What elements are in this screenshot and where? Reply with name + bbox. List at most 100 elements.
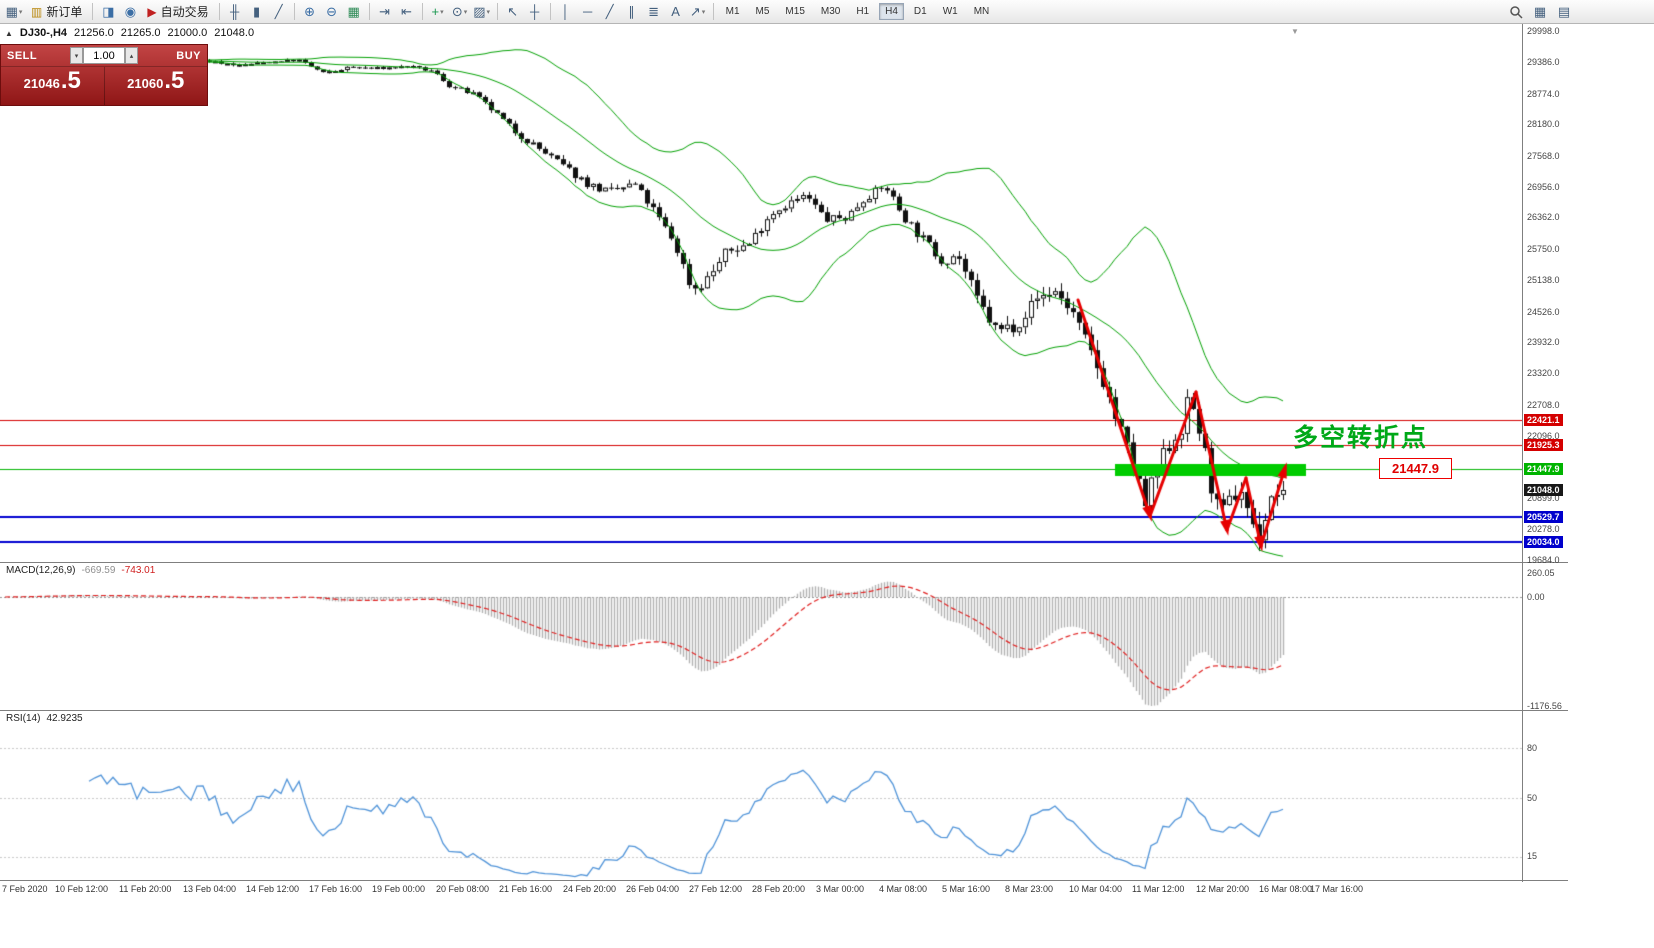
time-label: 20 Feb 08:00 bbox=[436, 884, 490, 894]
macd-indicator-label: MACD(12,26,9) -669.59 -743.01 bbox=[6, 565, 155, 576]
autotrading-button-icon: ▶ bbox=[147, 4, 157, 19]
toolbar-separator bbox=[92, 3, 94, 20]
timeframe-m15[interactable]: M15 bbox=[785, 6, 805, 17]
line-chart-icon[interactable]: ╱ bbox=[274, 3, 283, 19]
volume-decrease-button[interactable]: ▾ bbox=[70, 47, 83, 64]
bar-chart-icon[interactable]: ╫ bbox=[230, 4, 240, 19]
time-label: 4 Mar 08:00 bbox=[879, 884, 928, 894]
time-label: 13 Feb 04:00 bbox=[183, 884, 237, 894]
timeframe-mn[interactable]: MN bbox=[973, 6, 990, 17]
macd-name: MACD(12,26,9) bbox=[6, 565, 76, 576]
new-chart-icon[interactable]: ▦ ▾ bbox=[5, 3, 23, 19]
rsi-name: RSI(14) bbox=[6, 713, 41, 724]
buy-button[interactable]: 21060 .5 bbox=[105, 67, 208, 105]
time-label: 21 Feb 16:00 bbox=[499, 884, 553, 894]
cursor-icon[interactable]: ↖ bbox=[507, 3, 519, 19]
toolbar-separator bbox=[368, 3, 370, 20]
macd-main-value: -669.59 bbox=[81, 565, 116, 576]
text-icon[interactable]: A bbox=[671, 4, 680, 19]
channel-icon[interactable]: ∥ bbox=[628, 3, 635, 19]
chart-shift-marker-icon[interactable]: ▼ bbox=[1291, 27, 1299, 36]
main-macd-separator[interactable] bbox=[0, 562, 1568, 563]
new-order-button[interactable]: ▥ 新订单 bbox=[31, 4, 83, 20]
time-label: 14 Feb 12:00 bbox=[246, 884, 300, 894]
toolbar-right-icons: ▦ ▤ bbox=[1506, 0, 1574, 24]
trendline-icon[interactable]: ╱ bbox=[605, 3, 614, 19]
zoom-out-icon[interactable]: ⊖ bbox=[326, 3, 338, 19]
timeframe-d1[interactable]: D1 bbox=[913, 6, 927, 17]
macd-scale-tick: 0.00 bbox=[1527, 592, 1545, 602]
zoom-in-icon[interactable]: ⊕ bbox=[304, 3, 316, 19]
time-label: 8 Mar 23:00 bbox=[1005, 884, 1054, 894]
price-tick: 28774.0 bbox=[1527, 88, 1560, 99]
price-tick: 22096.0 bbox=[1527, 431, 1560, 442]
price-tick: 23932.0 bbox=[1527, 337, 1560, 348]
toolbar: ▦ ▾ ▥ 新订单 ◨ ◉ ▶ 自动交易 ╫ ▮ ╱ ⊕ ⊖ ▦ ⇥ ⇤ + ▾ ⊙ ▾ ▨ ▾ ↖ ┼ │ ─ ╱ ∥ ≣ A ↗ ▾ M1 M… bbox=[0, 0, 1654, 24]
fibonacci-icon[interactable]: ≣ bbox=[648, 3, 660, 19]
timeframe-m30[interactable]: M30 bbox=[820, 6, 841, 17]
price-tick: 26362.0 bbox=[1527, 212, 1560, 223]
trade-panel-header: SELL ▾ ▴ BUY bbox=[1, 45, 207, 67]
price-tick: 25138.0 bbox=[1527, 275, 1560, 286]
macd-signal-value: -743.01 bbox=[121, 565, 156, 576]
vertical-line-icon[interactable]: │ bbox=[561, 4, 570, 19]
search-icon[interactable] bbox=[1506, 2, 1526, 22]
rsi-scale-tick: 80 bbox=[1527, 743, 1538, 753]
sounds-icon[interactable]: ◉ bbox=[124, 3, 137, 19]
turning-point-annotation[interactable]: 多空转折点 bbox=[1293, 424, 1429, 452]
new-window-icon[interactable]: ▦ bbox=[1533, 4, 1547, 19]
time-label: 17 Feb 16:00 bbox=[309, 884, 363, 894]
profiles-icon[interactable]: ◨ bbox=[102, 3, 115, 19]
time-label: 12 Mar 20:00 bbox=[1196, 884, 1250, 894]
time-label: 27 Feb 12:00 bbox=[689, 884, 743, 894]
autotrading-button[interactable]: ▶ 自动交易 bbox=[147, 4, 209, 20]
price-tag-resistance-lower: 21925.3 bbox=[1524, 438, 1563, 451]
crosshair-icon[interactable]: ┼ bbox=[530, 4, 540, 19]
price-tick: 25750.0 bbox=[1527, 243, 1560, 254]
horizontal-line-icon[interactable]: ─ bbox=[583, 4, 593, 19]
indicators-icon[interactable]: + ▾ bbox=[431, 4, 444, 19]
time-label: 28 Feb 20:00 bbox=[752, 884, 806, 894]
auto-scroll-icon[interactable]: ⇥ bbox=[379, 3, 391, 19]
price-tick: 28180.0 bbox=[1527, 119, 1560, 130]
time-label: 7 Feb 2020 bbox=[2, 884, 48, 894]
periods-icon[interactable]: ⊙ ▾ bbox=[451, 3, 468, 19]
new-order-button-icon: ▥ bbox=[31, 4, 43, 19]
price-tag-support-lower: 20034.0 bbox=[1524, 535, 1563, 548]
chart-shift-icon[interactable]: ⇤ bbox=[401, 3, 413, 19]
candlestick-icon[interactable]: ▮ bbox=[253, 3, 261, 19]
rsi-value: 42.9235 bbox=[46, 713, 83, 724]
data-window-icon[interactable]: ▤ bbox=[1557, 4, 1571, 19]
price-scale[interactable]: 29998.0 29386.0 28774.0 28180.0 27568.0 26956… bbox=[1523, 24, 1653, 884]
toolbar-separator bbox=[218, 3, 220, 20]
price-tick: 20278.0 bbox=[1527, 524, 1560, 535]
volume-input[interactable] bbox=[83, 47, 125, 64]
timeframe-w1[interactable]: W1 bbox=[942, 6, 958, 17]
sell-price: 21046 bbox=[23, 76, 60, 91]
sell-button[interactable]: 21046 .5 bbox=[1, 67, 105, 105]
rsi-timeaxis-separator bbox=[0, 880, 1568, 881]
one-click-panel-toggle-icon[interactable]: ▲ bbox=[5, 28, 13, 38]
time-axis[interactable]: 7 Feb 2020 10 Feb 12:00 11 Feb 20:00 13 Feb… bbox=[0, 882, 1560, 898]
price-chart-canvas[interactable] bbox=[0, 24, 1522, 881]
ohlc-low: 21000.0 bbox=[167, 27, 208, 39]
macd-scale-tick: 260.05 bbox=[1527, 568, 1555, 578]
rsi-scale-tick: 50 bbox=[1527, 793, 1538, 803]
one-click-trading-panel: SELL ▾ ▴ BUY 21046 .5 21060 .5 bbox=[0, 44, 208, 106]
timeframe-m5[interactable]: M5 bbox=[755, 6, 770, 17]
timeframe-h1[interactable]: H1 bbox=[856, 6, 870, 17]
toolbar-separator bbox=[712, 3, 714, 20]
timeframe-m1[interactable]: M1 bbox=[725, 6, 740, 17]
buy-price-fraction: .5 bbox=[164, 67, 185, 94]
arrows-icon[interactable]: ↗ ▾ bbox=[689, 3, 706, 19]
price-callout-label[interactable]: 21447.9 bbox=[1379, 458, 1452, 479]
tile-windows-icon[interactable]: ▦ bbox=[347, 3, 360, 19]
toolbar-separator bbox=[421, 3, 423, 20]
volume-increase-button[interactable]: ▴ bbox=[125, 47, 138, 64]
price-tick: 20899.0 bbox=[1527, 492, 1560, 503]
templates-icon[interactable]: ▨ ▾ bbox=[473, 3, 491, 19]
macd-rsi-separator[interactable] bbox=[0, 710, 1568, 711]
timeframe-h4[interactable]: H4 bbox=[879, 3, 904, 20]
ohlc-high: 21265.0 bbox=[120, 27, 161, 39]
